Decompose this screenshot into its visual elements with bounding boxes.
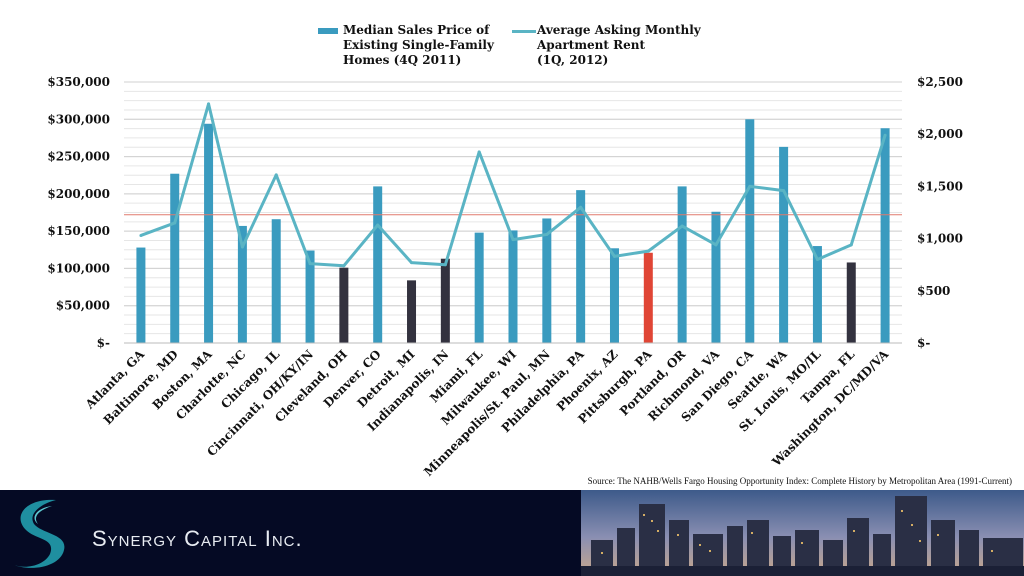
rent-point <box>139 233 143 237</box>
bar <box>204 123 214 343</box>
rent-point <box>579 205 583 209</box>
rent-point <box>376 223 380 227</box>
left-axis-tick-label: $50,000 <box>56 299 110 313</box>
left-axis-tick-label: $350,000 <box>47 75 110 89</box>
right-axis-tick-label: $2,000 <box>917 127 963 141</box>
bar <box>677 186 687 343</box>
legend-line-label: Average Asking Monthly Apartment Rent (1… <box>537 23 717 68</box>
rent-point <box>545 232 549 236</box>
bar <box>407 280 417 343</box>
rent-point <box>207 102 211 106</box>
rent-point <box>511 238 515 242</box>
bar <box>643 252 653 343</box>
right-axis-tick-label: $1,500 <box>917 179 963 193</box>
left-axis-tick-label: $100,000 <box>47 261 110 275</box>
company-name: Synergy Capital Inc. <box>92 526 303 551</box>
rent-point <box>410 261 414 265</box>
rent-point <box>849 243 853 247</box>
bar <box>474 232 484 343</box>
legend-line-swatch <box>512 30 536 33</box>
left-axis-tick-label: $150,000 <box>47 224 110 238</box>
bar <box>373 186 383 343</box>
bar <box>542 218 552 343</box>
bar <box>136 247 146 343</box>
s-swoosh-logo-icon <box>12 499 65 568</box>
left-axis-tick-label: $300,000 <box>47 112 110 126</box>
bar <box>880 128 890 343</box>
left-axis-tick-label: $250,000 <box>47 150 110 164</box>
legend-line-line: Average Asking Monthly <box>537 23 701 37</box>
legend-bar-label: Median Sales Price of Existing Single-Fa… <box>343 23 523 68</box>
rent-point <box>173 221 177 225</box>
right-axis-tick-label: $- <box>917 336 930 350</box>
rent-point <box>308 262 312 266</box>
bar <box>237 225 247 343</box>
left-axis-tick-label: $200,000 <box>47 187 110 201</box>
bar <box>711 211 721 343</box>
rent-point <box>680 224 684 228</box>
legend-bar-line: Median Sales Price of <box>343 23 490 37</box>
legend-bar-line: Existing Single-Family <box>343 38 494 52</box>
bar <box>609 248 619 343</box>
right-axis-tick-label: $500 <box>917 284 950 298</box>
bar <box>271 219 281 343</box>
rent-point <box>782 189 786 193</box>
rent-point <box>714 243 718 247</box>
left-axis-tick-label: $- <box>97 336 110 350</box>
bar <box>779 146 789 343</box>
rent-point <box>274 173 278 177</box>
rent-point <box>342 264 346 268</box>
bar <box>305 250 315 343</box>
chart-area: $- $50,000 $100,000 $150,000 $200,000 $250,00… <box>47 23 1012 486</box>
source-note: Source: The NAHB/Wells Fargo Housing Opp… <box>587 476 1012 486</box>
bar <box>576 190 586 343</box>
legend-line-line: Apartment Rent <box>537 38 645 52</box>
legend-bar-line: Homes (4Q 2011) <box>343 53 462 67</box>
rent-point <box>443 263 447 267</box>
bar <box>745 119 755 344</box>
city-skyline-photo <box>581 490 1024 576</box>
rent-point <box>477 150 481 154</box>
rent-point <box>240 245 244 249</box>
bar <box>508 230 518 343</box>
bar <box>846 262 856 343</box>
rent-point <box>815 257 819 261</box>
bar <box>812 246 822 343</box>
bar <box>339 267 349 343</box>
rent-point <box>883 133 887 137</box>
right-axis-tick-label: $2,500 <box>917 75 963 89</box>
rent-point <box>612 254 616 258</box>
combo-chart: $- $50,000 $100,000 $150,000 $200,000 $250,00… <box>47 75 963 479</box>
rent-point <box>646 249 650 253</box>
rent-point <box>748 184 752 188</box>
right-axis-tick-label: $1,000 <box>917 232 963 246</box>
bar <box>170 173 180 343</box>
bar <box>440 258 450 343</box>
legend-bar-swatch <box>318 28 338 34</box>
legend-line-line: (1Q, 2012) <box>537 53 609 67</box>
